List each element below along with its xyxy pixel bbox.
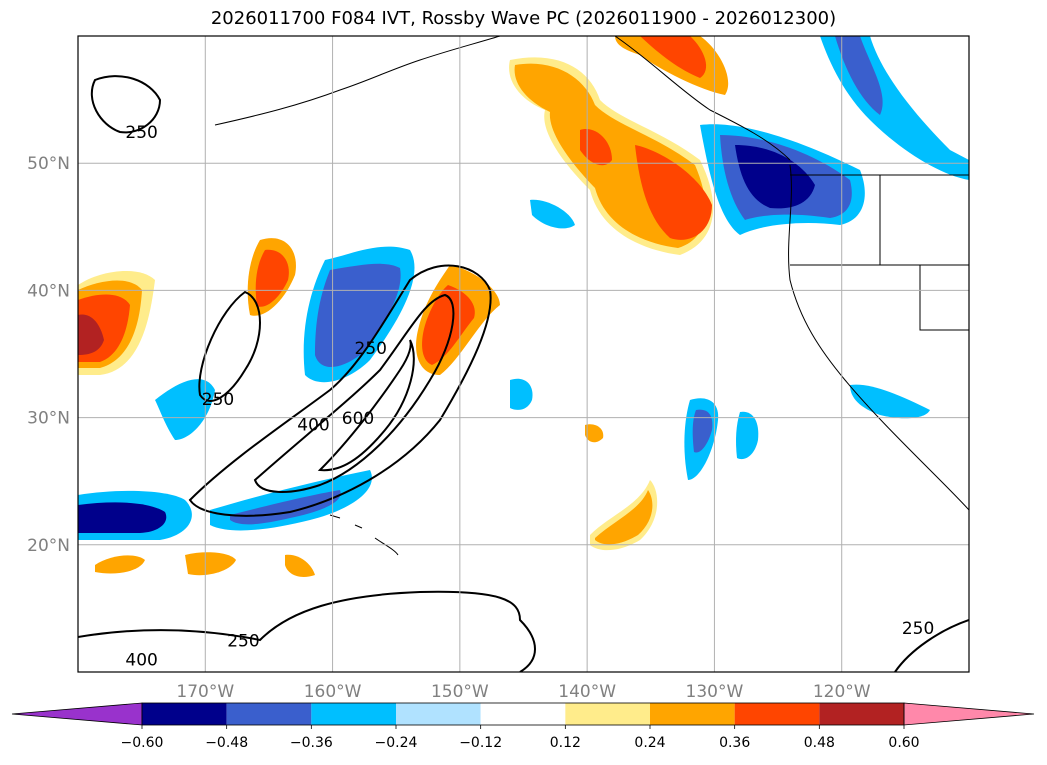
colorbar-tick-label: 0.12 (550, 735, 581, 751)
negative-anomaly-region (735, 145, 815, 209)
positive-anomaly-region (585, 424, 604, 443)
colorbar-swatch (650, 703, 735, 725)
lon-tick-label: 160°W (304, 682, 362, 702)
colorbar-outline (141, 702, 905, 726)
colorbar-tick-label: −0.36 (290, 735, 333, 751)
latitude-labels: 50°N 40°N 30°N 20°N (27, 154, 70, 556)
lat-tick-label: 40°N (27, 281, 70, 301)
lon-tick-label: 140°W (558, 682, 616, 702)
negative-anomaly-region (510, 378, 533, 410)
colorbar-tick-label: −0.12 (459, 735, 502, 751)
negative-anomaly-region (692, 409, 713, 453)
contour-label: 250 (902, 619, 934, 639)
positive-anomaly-region (185, 552, 236, 576)
map-gridlines (78, 36, 969, 672)
positive-anomaly-region (285, 554, 315, 577)
us-west-coastline (788, 164, 969, 511)
lon-tick-label: 120°W (813, 682, 871, 702)
contour-250 (894, 619, 969, 672)
negative-anomaly-region (835, 36, 883, 115)
colorbar-tick-label: 0.48 (804, 735, 835, 751)
lon-tick-label: 170°W (176, 682, 234, 702)
contour-labels: 250 250 250 400 600 250 400 250 (125, 123, 934, 671)
contour-250 (198, 290, 261, 402)
positive-anomaly-region (580, 129, 612, 166)
positive-anomaly-region (640, 36, 707, 78)
colorbar-swatch (226, 703, 312, 725)
contour-250 (90, 75, 162, 134)
positive-anomaly-region (422, 285, 475, 365)
contour-label: 400 (125, 651, 157, 671)
contour-label: 250 (227, 632, 259, 652)
map-frame (77, 35, 970, 673)
hawaii-islands (329, 514, 399, 556)
map-plot-area: 250 250 250 400 600 250 400 250 (78, 36, 969, 672)
bc-coastline (614, 36, 791, 161)
colorbar-tick-label: −0.60 (121, 735, 164, 751)
lat-tick-label: 20°N (27, 536, 70, 556)
coastlines (214, 36, 969, 556)
colorbar-tick-label: 0.60 (888, 735, 919, 751)
colorbar-max-extend (903, 702, 1035, 726)
state-border (790, 175, 969, 331)
contour-label: 250 (202, 390, 234, 410)
colorbar-min-extend (11, 702, 143, 726)
contour-600 (317, 339, 415, 472)
map-title: 2026011700 F084 IVT, Rossby Wave PC (202… (210, 8, 837, 29)
contour-label: 600 (342, 409, 374, 429)
contour-250 (78, 590, 536, 672)
ivt-shading (78, 36, 969, 577)
colorbar-tick-label: −0.48 (205, 735, 248, 751)
contour-label: 250 (355, 339, 387, 359)
colorbar-swatch (311, 703, 396, 725)
colorbar-tick-label: 0.24 (634, 735, 665, 751)
positive-anomaly-region (255, 249, 289, 307)
colorbar-swatch (396, 703, 481, 725)
longitude-labels: 170°W 160°W 150°W 140°W 130°W 120°W (176, 682, 870, 702)
colorbar: −0.60 −0.48 −0.36 −0.24 −0.12 0.12 0.24 0.36 0.4… (11, 702, 1035, 751)
colorbar-swatch (565, 703, 650, 725)
lat-tick-label: 50°N (27, 154, 70, 174)
negative-anomaly-region (850, 384, 930, 419)
colorbar-swatch (142, 703, 227, 725)
contour-400 (253, 293, 455, 493)
negative-anomaly-region (315, 263, 401, 368)
colorbar-swatch (819, 703, 904, 725)
negative-anomaly-region (736, 411, 759, 460)
colorbar-swatch (734, 703, 820, 725)
colorbar-swatch (480, 703, 566, 725)
lat-tick-label: 30°N (27, 409, 70, 429)
lon-tick-label: 150°W (431, 682, 489, 702)
positive-anomaly-region (595, 490, 653, 545)
positive-anomaly-region (95, 555, 145, 574)
lon-tick-label: 130°W (686, 682, 744, 702)
contour-label: 400 (297, 415, 329, 435)
colorbar-tick-label: 0.36 (719, 735, 750, 751)
negative-anomaly-region (530, 199, 575, 229)
positive-anomaly-region (635, 145, 712, 240)
positive-anomaly-region (78, 314, 104, 355)
negative-anomaly-region (78, 502, 167, 533)
colorbar-tick-label: −0.24 (375, 735, 418, 751)
alaska-coastline (214, 36, 501, 126)
contour-label: 250 (125, 123, 157, 143)
